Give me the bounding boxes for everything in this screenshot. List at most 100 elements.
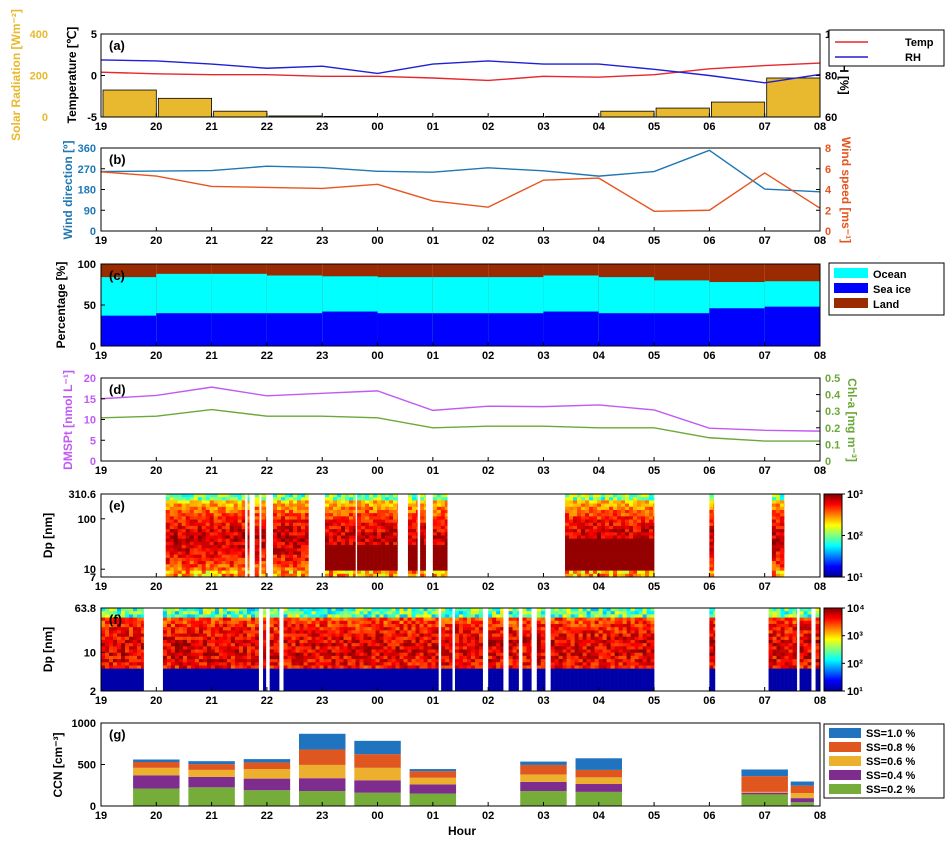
seaice-band (266, 313, 323, 346)
heatmap-f-cell (174, 662, 180, 666)
heatmap-e-cell (389, 554, 394, 559)
wind-speed-axis-title: Wind speed [ms⁻¹] (839, 137, 853, 243)
heatmap-f-cell (254, 671, 259, 676)
heatmap-e-cell (565, 529, 570, 533)
heatmap-f-cell (367, 668, 372, 673)
heatmap-e-cell (641, 503, 646, 508)
heatmap-f-cell (331, 627, 336, 631)
heatmap-e-cell (165, 570, 171, 575)
heatmap-f-cell (291, 623, 296, 628)
panel-b-xtick-label: 01 (427, 235, 439, 247)
heatmap-f-cell (295, 665, 300, 670)
heatmap-f-cell (387, 684, 392, 689)
heatmap-f-cell (323, 675, 328, 679)
heatmap-e-cell (653, 500, 655, 505)
heatmap-f-cell (226, 633, 232, 638)
heatmap-e-cell (629, 573, 634, 578)
heatmap-e-cell (393, 554, 398, 559)
heatmap-e-cell (424, 557, 426, 562)
heatmap-f-cell (311, 671, 316, 676)
heatmap-f-cell (466, 611, 472, 615)
heatmap-f-cell (488, 633, 493, 638)
heatmap-e-cell (357, 513, 362, 517)
heatmap-e-cell (385, 500, 390, 505)
heatmap-f-cell (214, 668, 220, 673)
heatmap-f-cell (166, 620, 172, 625)
heatmap-e-cell (293, 506, 298, 511)
heatmap-f-cell (178, 662, 184, 666)
heatmap-e-cell (217, 541, 223, 546)
heatmap-e-cell (649, 573, 654, 578)
heatmap-e-cell (217, 573, 223, 578)
heatmap-f-cell (194, 675, 200, 679)
heatmap-f-cell (445, 678, 450, 682)
heatmap-f-cell (399, 611, 404, 615)
heatmap-f-cell (311, 614, 316, 619)
heatmap-f-cell (307, 611, 312, 615)
heatmap-e-cell (613, 570, 618, 575)
heatmap-e-cell (241, 522, 246, 527)
heatmap-e-cell (621, 570, 626, 575)
heatmap-e-cell (193, 494, 199, 498)
heatmap-f-cell (206, 611, 212, 615)
heatmap-e-cell (169, 503, 175, 508)
heatmap-e-cell (352, 513, 356, 517)
heatmap-f-cell (194, 678, 200, 682)
heatmap-e-cell (569, 573, 574, 578)
heatmap-e-cell (205, 509, 211, 514)
heatmap-f-cell (367, 620, 372, 625)
heatmap-f-cell (117, 614, 122, 619)
heatmap-e-cell (381, 564, 386, 568)
heatmap-e-cell (361, 503, 366, 508)
heatmap-f-cell (214, 639, 220, 644)
heatmap-f-cell (375, 681, 380, 686)
heatmap-e-cell (258, 548, 260, 552)
heatmap-f-cell (206, 652, 212, 657)
heatmap-e-cell (613, 535, 618, 540)
heatmap-e-cell (217, 567, 223, 572)
heatmap-e-cell (177, 519, 183, 524)
heatmap-f-cell (273, 630, 278, 635)
heatmap-f-cell (291, 614, 296, 619)
heatmap-e-cell (165, 519, 171, 524)
heatmap-e-cell (581, 494, 586, 498)
heatmap-e-cell (573, 506, 578, 511)
heatmap-e-cell (348, 506, 354, 511)
heatmap-f-cell (387, 655, 392, 660)
heatmap-f-cell (323, 611, 328, 615)
heatmap-e-cell (273, 564, 278, 568)
heatmap-f-cell (351, 665, 356, 670)
heatmap-e-cell (205, 506, 211, 511)
heatmap-f-cell (315, 675, 320, 679)
heatmap-e-cell (261, 532, 266, 536)
heatmap-e-cell (424, 570, 426, 575)
heatmap-e-cell (352, 503, 356, 508)
heatmap-f-cell (121, 668, 126, 673)
heatmap-e-cell (197, 513, 203, 517)
heatmap-f-cell (222, 633, 228, 638)
heatmap-f-cell (307, 655, 312, 660)
heatmap-e-cell (281, 557, 286, 562)
heatmap-f-cell (359, 627, 364, 631)
heatmap-e-cell (289, 522, 294, 527)
heatmap-e-cell (377, 522, 382, 527)
heatmap-e-cell (261, 519, 266, 524)
heatmap-f-cell (295, 623, 300, 628)
heatmap-f-cell (263, 659, 267, 663)
heatmap-e-cell (328, 509, 334, 514)
heatmap-e-cell (285, 573, 290, 578)
heatmap-f-cell (423, 675, 428, 679)
heatmap-e-cell (336, 506, 342, 511)
heatmap-f-cell (423, 649, 428, 654)
heatmap-e-cell (293, 509, 298, 514)
heatmap-f-cell (277, 678, 280, 682)
heatmap-e-cell (285, 561, 290, 565)
heatmap-e-cell (357, 561, 362, 565)
heatmap-e-cell (377, 557, 382, 562)
heatmap-e-cell (185, 500, 191, 505)
heatmap-f-cell (166, 630, 172, 635)
heatmap-e-cell (221, 548, 227, 552)
heatmap-f-cell (121, 681, 126, 686)
heatmap-e-cell (254, 529, 260, 533)
heatmap-f-cell (295, 681, 300, 686)
